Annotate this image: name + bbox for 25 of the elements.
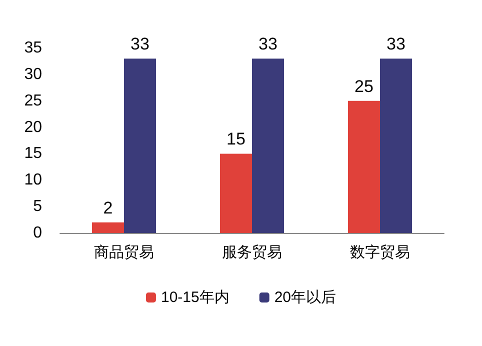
data-label: 33 — [386, 34, 406, 54]
y-tick-label: 15 — [24, 145, 42, 162]
y-tick-label: 10 — [24, 172, 42, 189]
y-tick-label: 25 — [24, 92, 42, 110]
data-label: 33 — [130, 34, 150, 54]
bar — [348, 100, 380, 233]
x-tick-label: 服务贸易 — [222, 244, 282, 261]
data-label: 15 — [226, 130, 246, 149]
legend-label: 10-15年内 — [160, 289, 230, 306]
data-label: 25 — [354, 76, 374, 96]
bar — [92, 222, 124, 233]
legend-label: 20年以后 — [274, 289, 336, 306]
data-label: 33 — [258, 34, 278, 54]
y-tick-label: 30 — [24, 66, 42, 83]
bar — [220, 154, 252, 233]
y-tick-label: 35 — [24, 40, 42, 56]
bar — [380, 58, 412, 233]
bar — [252, 58, 284, 233]
x-tick-label: 数字贸易 — [350, 244, 410, 261]
y-tick-label: 5 — [33, 198, 42, 216]
data-label: 2 — [103, 198, 113, 218]
x-tick-label: 商品贸易 — [94, 244, 154, 261]
y-tick-label: 20 — [24, 118, 42, 136]
bar — [124, 58, 156, 233]
y-tick-label: 0 — [33, 224, 42, 242]
